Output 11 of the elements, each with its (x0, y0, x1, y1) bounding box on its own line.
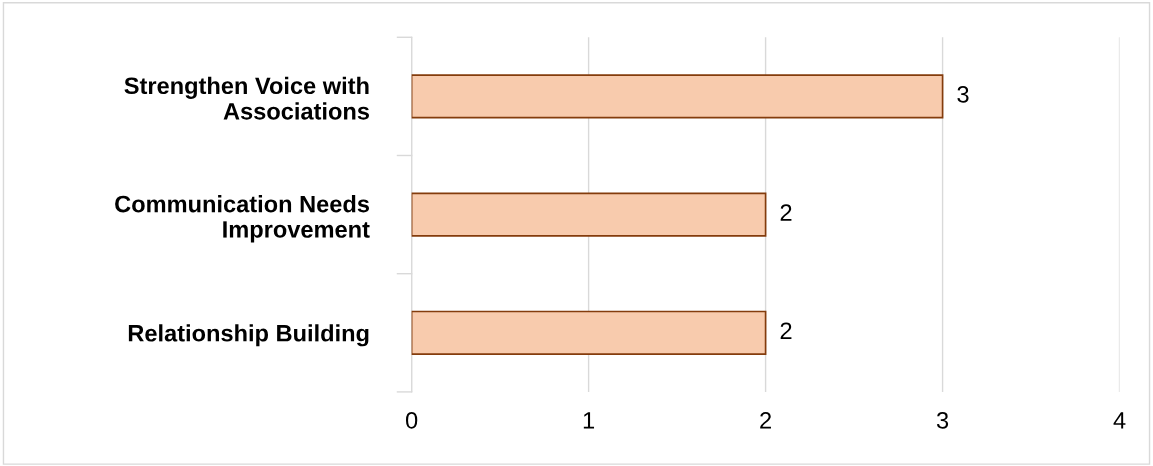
x-tick-label: 4 (1113, 412, 1126, 429)
y-tick-label: Strengthen Voice with Associations (124, 76, 369, 120)
data-label: 2 (780, 204, 792, 221)
x-tick-label: 2 (760, 411, 771, 429)
x-tick-label: 1 (583, 412, 595, 429)
data-label: 3 (957, 86, 969, 103)
y-tick-label: Relationship Building (128, 324, 369, 347)
x-tick-label: 0 (405, 411, 418, 429)
x-tick-label: 3 (936, 411, 949, 429)
data-label: 2 (780, 322, 792, 339)
y-tick-label: Communication Needs Improvement (115, 195, 370, 243)
